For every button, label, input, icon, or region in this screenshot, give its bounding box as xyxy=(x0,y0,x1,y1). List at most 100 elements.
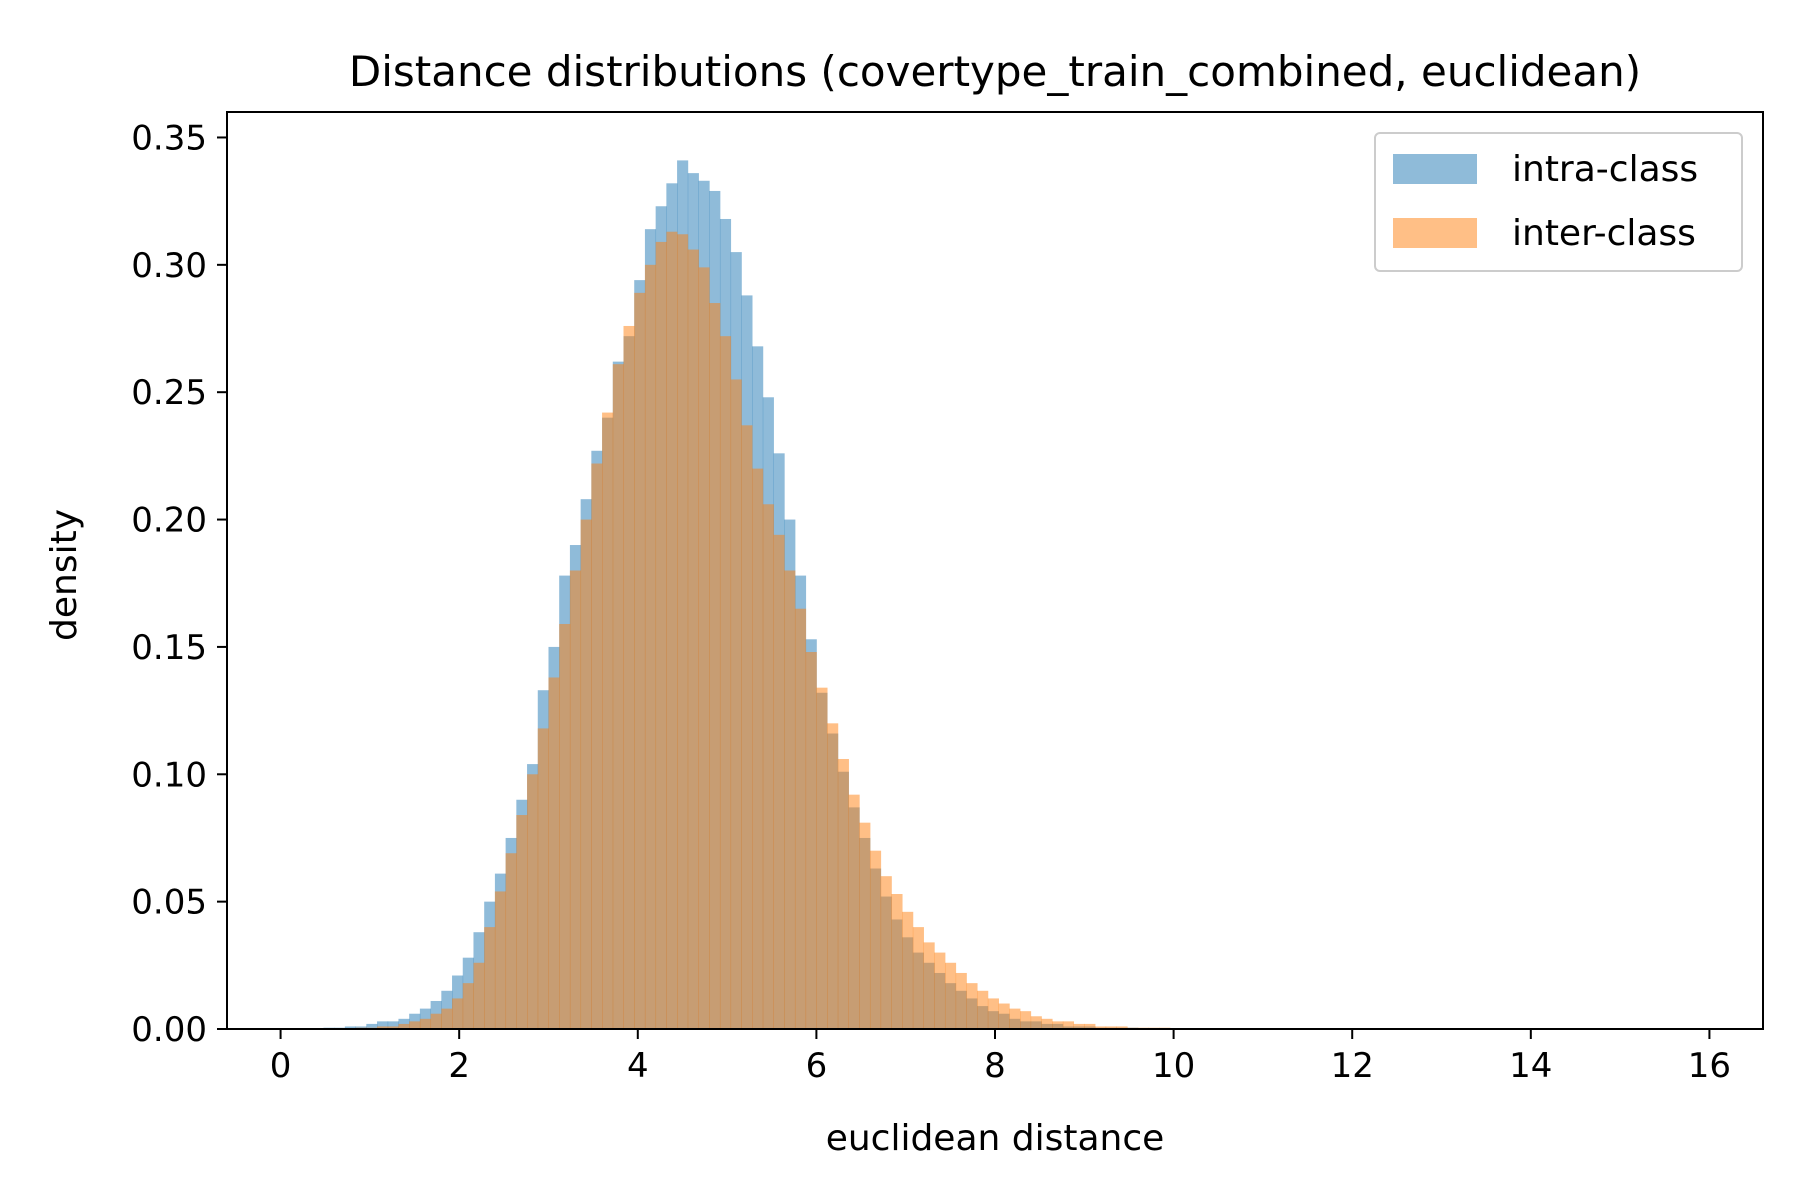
y-axis-title: density xyxy=(44,509,85,641)
legend-label-intra-class: intra-class xyxy=(1512,149,1698,190)
bar-inter-class xyxy=(1084,1023,1096,1029)
bar-inter-class xyxy=(998,1003,1010,1029)
chart-title: Distance distributions (covertype_train_… xyxy=(349,47,1641,96)
x-tick-label: 6 xyxy=(806,1046,828,1086)
bar-inter-class xyxy=(655,241,667,1029)
bar-inter-class xyxy=(955,972,967,1029)
bar-inter-class xyxy=(559,623,571,1029)
x-axis-title: euclidean distance xyxy=(826,1118,1165,1159)
bar-inter-class xyxy=(409,1021,421,1029)
bar-intra-class xyxy=(344,1026,356,1029)
y-tick-label: 0.30 xyxy=(131,246,207,286)
bar-intra-class xyxy=(387,1021,399,1029)
bar-inter-class xyxy=(762,504,774,1029)
bar-inter-class xyxy=(816,687,828,1029)
legend-swatch-inter-class xyxy=(1393,218,1477,248)
bar-inter-class xyxy=(805,652,817,1029)
bar-inter-class xyxy=(1009,1008,1021,1029)
bar-inter-class xyxy=(612,364,624,1029)
bar-inter-class xyxy=(880,876,892,1029)
bars-layer xyxy=(323,160,1353,1030)
bar-inter-class xyxy=(1073,1023,1085,1029)
bar-inter-class xyxy=(687,249,699,1030)
x-tick-label: 4 xyxy=(627,1046,649,1086)
bar-inter-class xyxy=(902,911,914,1029)
bar-inter-class xyxy=(784,570,796,1029)
bar-inter-class xyxy=(419,1018,432,1029)
bar-inter-class xyxy=(891,894,903,1029)
bar-inter-class xyxy=(527,774,539,1029)
bar-inter-class xyxy=(837,758,849,1029)
bar-inter-class xyxy=(516,815,528,1029)
bar-inter-class xyxy=(1062,1021,1074,1029)
legend-swatch-intra-class xyxy=(1393,154,1477,184)
y-tick-label: 0.35 xyxy=(131,118,207,158)
bar-inter-class xyxy=(505,853,517,1029)
y-tick-label: 0.25 xyxy=(131,373,207,413)
bar-inter-class xyxy=(966,983,978,1029)
bar-inter-class xyxy=(719,336,732,1029)
bar-intra-class xyxy=(366,1023,378,1029)
bar-inter-class xyxy=(1095,1026,1107,1029)
y-tick-label: 0.20 xyxy=(131,501,207,541)
x-tick-label: 2 xyxy=(448,1046,470,1086)
bar-inter-class xyxy=(644,264,657,1030)
bar-inter-class xyxy=(859,822,871,1029)
legend-label-inter-class: inter-class xyxy=(1512,213,1696,254)
bar-inter-class xyxy=(602,412,614,1029)
bar-intra-class xyxy=(377,1021,389,1029)
bar-inter-class xyxy=(773,534,785,1029)
bar-inter-class xyxy=(944,962,957,1029)
bar-inter-class xyxy=(1052,1021,1064,1029)
x-tick-label: 14 xyxy=(1509,1046,1552,1086)
x-tick-label: 10 xyxy=(1152,1046,1195,1086)
bar-inter-class xyxy=(752,468,764,1029)
x-tick-label: 0 xyxy=(270,1046,292,1086)
bar-inter-class xyxy=(741,425,753,1029)
bar-inter-class xyxy=(977,990,989,1029)
series-inter-class xyxy=(355,231,1353,1030)
bar-inter-class xyxy=(548,677,560,1029)
bar-inter-class xyxy=(709,303,721,1029)
bar-inter-class xyxy=(1020,1011,1032,1029)
bar-inter-class xyxy=(430,1013,442,1029)
bar-inter-class xyxy=(698,267,710,1029)
bar-inter-class xyxy=(827,723,839,1029)
y-tick-label: 0.15 xyxy=(131,628,207,668)
bar-inter-class xyxy=(484,927,496,1029)
bar-inter-class xyxy=(666,231,678,1030)
legend: intra-class inter-class xyxy=(1374,132,1743,272)
bar-inter-class xyxy=(869,850,882,1029)
bar-inter-class xyxy=(580,519,592,1029)
bar-inter-class xyxy=(441,1008,453,1029)
bar-inter-class xyxy=(848,794,860,1029)
bar-inter-class xyxy=(634,292,646,1030)
bar-inter-class xyxy=(398,1023,410,1029)
x-tick-label: 16 xyxy=(1688,1046,1731,1086)
bar-inter-class xyxy=(923,942,935,1029)
bar-inter-class xyxy=(387,1026,399,1029)
bar-inter-class xyxy=(377,1026,389,1029)
bar-inter-class xyxy=(462,983,474,1029)
bar-inter-class xyxy=(1041,1018,1053,1029)
y-tick-label: 0.05 xyxy=(131,883,207,923)
bar-inter-class xyxy=(730,379,742,1030)
bar-inter-class xyxy=(1030,1016,1042,1029)
bar-inter-class xyxy=(987,998,999,1029)
y-tick-label: 0.10 xyxy=(131,755,207,795)
bar-inter-class xyxy=(794,608,807,1029)
bar-inter-class xyxy=(473,962,485,1029)
bar-inter-class xyxy=(537,728,549,1029)
y-tick-label: 0.00 xyxy=(131,1010,207,1050)
bar-inter-class xyxy=(591,463,603,1029)
bar-inter-class xyxy=(677,234,689,1029)
x-tick-label: 8 xyxy=(984,1046,1006,1086)
bar-intra-class xyxy=(355,1026,367,1029)
bar-inter-class xyxy=(452,998,464,1029)
bar-inter-class xyxy=(912,927,924,1029)
bar-intra-class xyxy=(398,1018,410,1029)
x-tick-label: 12 xyxy=(1331,1046,1374,1086)
axes-layer: 0 2 4 6 8 10 12 14 16 0.00 0.05 0.10 0.15 0.20 0.25 0.3… xyxy=(131,111,1764,1086)
